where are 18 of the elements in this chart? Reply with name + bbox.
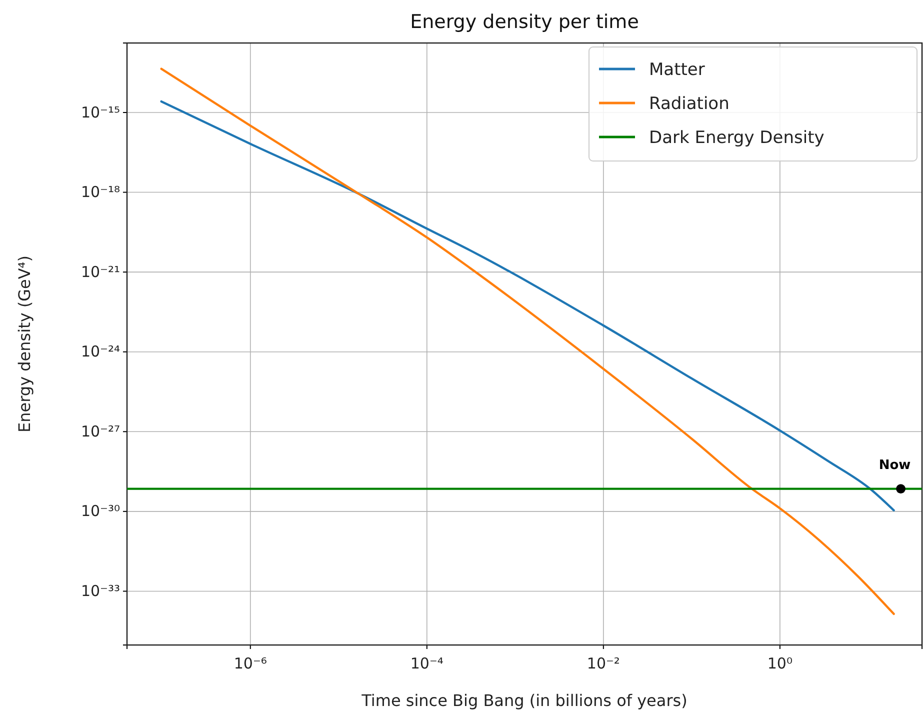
y-tick-label: 10⁻¹⁸ — [80, 183, 120, 202]
y-tick-label: 10⁻¹⁵ — [80, 103, 120, 122]
chart-title: Energy density per time — [410, 11, 639, 33]
series-label: Now — [878, 458, 911, 473]
x-tick-label: 10⁰ — [767, 654, 792, 672]
legend-label: Dark Energy Density — [649, 128, 824, 148]
y-tick-label: 10⁻³⁰ — [80, 502, 120, 520]
y-tick-label: 10⁻²⁷ — [80, 422, 120, 440]
x-tick-label: 10⁻⁶ — [234, 654, 267, 672]
x-tick-label: 10⁻⁴ — [410, 654, 444, 672]
x-axis-title: Time since Big Bang (in billions of years) — [360, 691, 688, 710]
legend-label: Matter — [649, 60, 705, 80]
y-tick-label: 10⁻³³ — [80, 582, 120, 600]
legend-label: Radiation — [649, 94, 730, 114]
x-tick-label: 10⁻² — [586, 654, 620, 672]
y-tick-label: 10⁻²¹ — [80, 262, 120, 281]
y-tick-label: 10⁻²⁴ — [80, 342, 120, 361]
y-axis-title: Energy density (GeV⁴) — [15, 256, 34, 432]
